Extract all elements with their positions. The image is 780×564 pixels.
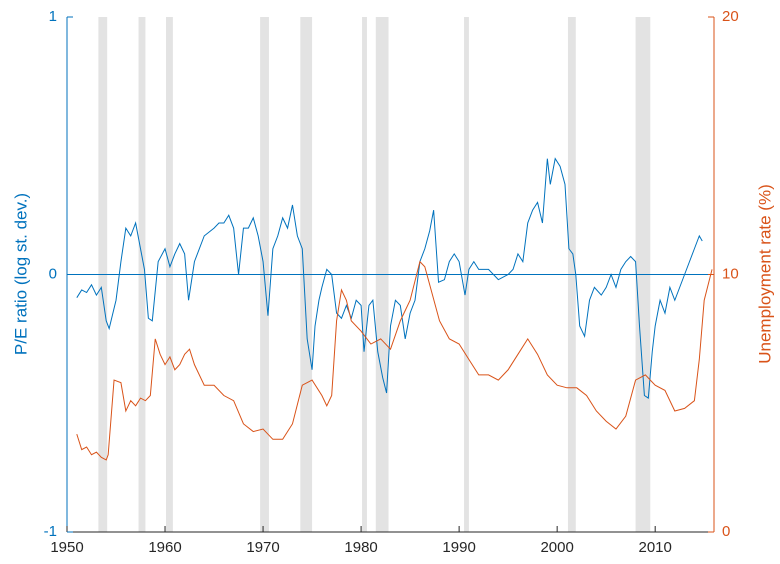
line-layer — [67, 157, 714, 461]
y2-tick-label: 10 — [722, 265, 739, 282]
x-tick-label: 2010 — [638, 539, 671, 556]
y-axis-label: P/E ratio (log st. dev.) — [11, 193, 30, 355]
y2-tick-label: 20 — [722, 8, 739, 25]
y2-tick-label: 0 — [722, 523, 730, 540]
y-tick-label: 1 — [49, 8, 57, 25]
x-tick-label: 1980 — [344, 539, 377, 556]
y2-axis-label: Unemployment rate (%) — [755, 184, 774, 364]
x-tick-label: 2000 — [540, 539, 573, 556]
series-line — [76, 260, 713, 461]
x-tick-label: 1990 — [442, 539, 475, 556]
x-tick-label: 1950 — [50, 539, 83, 556]
y-tick-label: -1 — [44, 523, 57, 540]
x-tick-label: 1960 — [148, 539, 181, 556]
y-tick-label: 0 — [49, 265, 57, 282]
series-line — [76, 157, 703, 399]
x-tick-label: 1970 — [246, 539, 279, 556]
